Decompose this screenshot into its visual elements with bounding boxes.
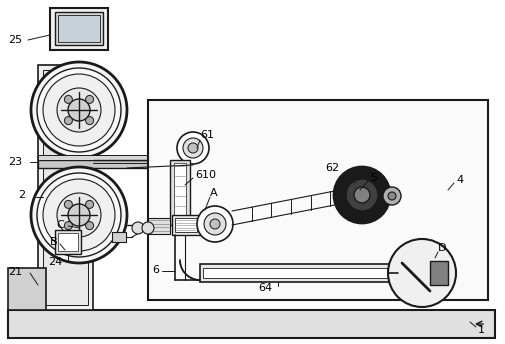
Text: C: C xyxy=(56,220,64,230)
Circle shape xyxy=(383,187,401,205)
Text: 24: 24 xyxy=(48,257,62,267)
Circle shape xyxy=(210,219,220,229)
Text: 2: 2 xyxy=(18,190,25,200)
Circle shape xyxy=(65,95,72,104)
Circle shape xyxy=(37,68,121,152)
Bar xyxy=(8,268,46,310)
Circle shape xyxy=(37,173,121,257)
Text: 6: 6 xyxy=(152,265,159,275)
Circle shape xyxy=(57,193,101,237)
Text: D: D xyxy=(438,243,446,253)
Bar xyxy=(112,232,126,242)
Bar xyxy=(203,268,395,278)
Circle shape xyxy=(183,138,203,158)
Circle shape xyxy=(86,201,93,208)
Bar xyxy=(50,8,108,50)
Circle shape xyxy=(43,179,115,251)
Bar xyxy=(38,155,153,160)
Bar xyxy=(43,70,88,305)
Bar xyxy=(38,160,153,168)
Circle shape xyxy=(346,179,378,211)
Bar xyxy=(200,264,398,282)
Text: 61: 61 xyxy=(200,130,214,140)
Bar xyxy=(175,218,197,232)
Text: 1: 1 xyxy=(478,325,485,335)
Text: 4: 4 xyxy=(456,175,463,185)
Circle shape xyxy=(68,204,90,226)
Circle shape xyxy=(65,117,72,125)
Text: 5: 5 xyxy=(370,173,377,183)
Bar xyxy=(174,163,186,222)
Bar xyxy=(430,261,448,285)
Circle shape xyxy=(65,201,72,208)
Circle shape xyxy=(388,192,396,200)
Text: B: B xyxy=(50,237,58,247)
Text: A: A xyxy=(210,188,218,198)
Circle shape xyxy=(31,167,127,263)
Circle shape xyxy=(65,222,72,229)
Bar xyxy=(58,15,100,42)
Bar xyxy=(38,65,93,310)
Text: 62: 62 xyxy=(325,163,339,173)
Circle shape xyxy=(86,95,93,104)
Bar xyxy=(55,12,103,45)
Bar xyxy=(8,310,495,338)
Circle shape xyxy=(86,117,93,125)
Circle shape xyxy=(354,187,370,203)
Text: 21: 21 xyxy=(8,267,22,277)
Bar xyxy=(148,100,488,300)
Text: 64: 64 xyxy=(258,283,272,293)
Circle shape xyxy=(68,99,90,121)
Bar xyxy=(172,215,200,235)
Circle shape xyxy=(188,143,198,153)
Text: 23: 23 xyxy=(8,157,22,167)
Circle shape xyxy=(31,62,127,158)
Circle shape xyxy=(57,88,101,132)
Text: 610: 610 xyxy=(195,170,216,180)
Bar xyxy=(170,160,190,225)
Circle shape xyxy=(142,222,154,234)
Circle shape xyxy=(388,239,456,307)
Circle shape xyxy=(132,222,144,234)
Text: 25: 25 xyxy=(8,35,22,45)
Circle shape xyxy=(204,213,226,235)
Circle shape xyxy=(334,167,390,223)
Circle shape xyxy=(43,74,115,146)
Circle shape xyxy=(86,222,93,229)
Circle shape xyxy=(197,206,233,242)
Bar xyxy=(148,218,170,234)
Circle shape xyxy=(177,132,209,164)
Bar xyxy=(58,233,78,251)
Bar xyxy=(55,230,81,254)
